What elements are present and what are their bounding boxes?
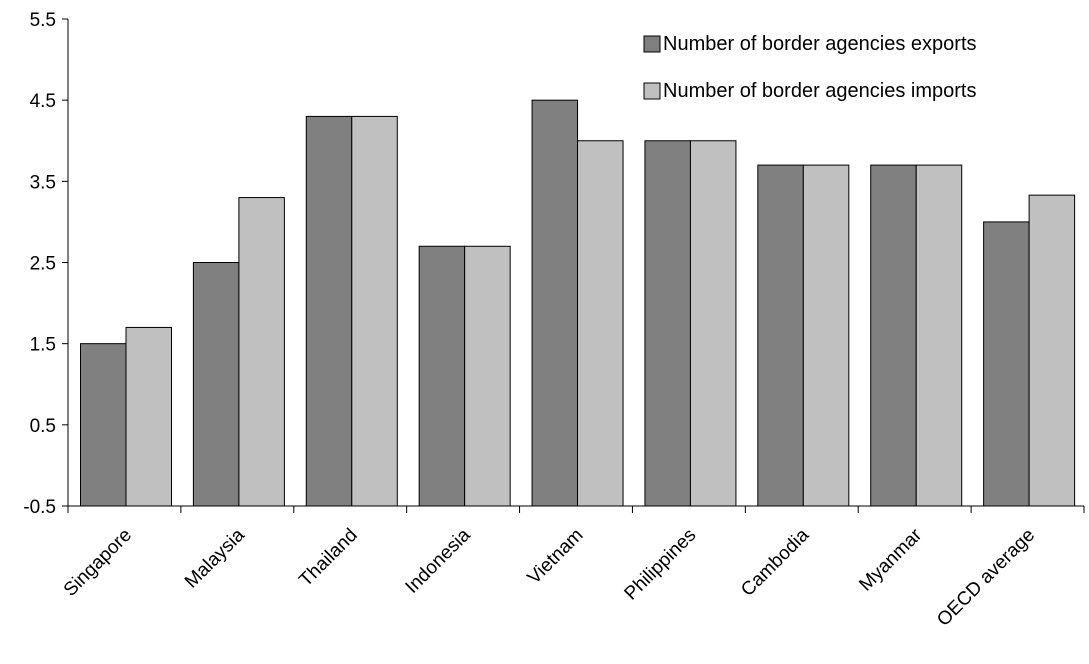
bar-imports-vietnam <box>577 140 624 507</box>
x-tick-label: Myanmar <box>855 524 926 595</box>
y-tick-label: 4.5 <box>30 91 56 112</box>
y-tick-label: 1.5 <box>30 335 56 356</box>
bar-exports-malaysia <box>192 262 240 507</box>
x-tick-label: Cambodia <box>737 524 813 600</box>
bar-imports-malaysia <box>238 197 285 507</box>
y-tick-label: 2.5 <box>30 254 56 275</box>
legend-label: Number of border agencies exports <box>663 33 977 55</box>
bar-exports-vietnam <box>531 99 579 507</box>
x-tick-label: Vietnam <box>524 525 588 589</box>
bar-imports-myanmar <box>915 164 963 507</box>
legend: Number of border agencies exports Number … <box>643 33 977 102</box>
x-tick-label: Singapore <box>60 525 136 601</box>
y-tick-label: 0.5 <box>30 416 56 437</box>
x-tick-label: Thailand <box>295 525 361 591</box>
x-tick-label: Indonesia <box>402 524 475 597</box>
bar-imports-singapore <box>125 326 172 507</box>
y-tick-label: 5.5 <box>30 10 56 31</box>
legend-swatch <box>643 82 661 100</box>
bar-exports-thailand <box>305 115 353 507</box>
y-tick-label: 3.5 <box>30 172 56 193</box>
bar-exports-oecd-average <box>983 221 1030 507</box>
y-axis-ticks: 5.5 4.5 3.5 2.5 1.5 0.5 -0.5 <box>23 10 68 518</box>
bar-exports-philippines <box>644 140 691 507</box>
bar-imports-indonesia <box>464 245 511 507</box>
x-tick-label: Philippines <box>621 525 701 605</box>
bar-imports-philippines <box>689 140 737 507</box>
bar-imports-cambodia <box>802 164 850 507</box>
legend-label: Number of border agencies imports <box>663 80 976 102</box>
y-tick-label: -0.5 <box>23 497 56 518</box>
bars-group <box>80 99 1076 507</box>
bar-imports-thailand <box>351 115 398 507</box>
x-tick-label: Malaysia <box>181 524 249 592</box>
x-axis-ticks: Singapore Malaysia Thailand Indonesia Vietna… <box>60 506 1085 631</box>
bar-exports-cambodia <box>757 164 804 507</box>
legend-swatch <box>643 35 661 53</box>
bar-exports-singapore <box>80 343 127 507</box>
bar-exports-indonesia <box>418 245 466 507</box>
bar-imports-oecd-average <box>1028 194 1076 507</box>
x-tick-label: OECD average <box>933 525 1039 631</box>
bar-exports-myanmar <box>870 164 917 507</box>
